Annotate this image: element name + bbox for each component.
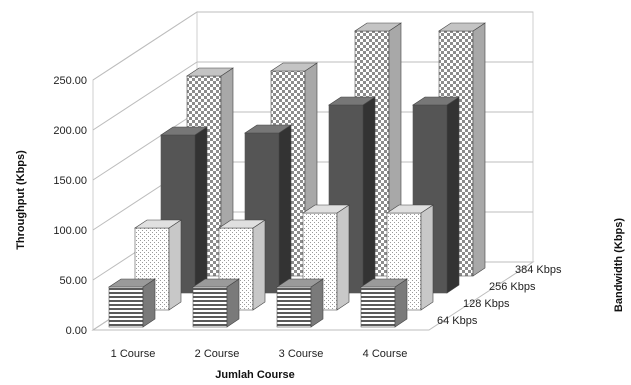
bar-side <box>394 278 408 328</box>
bar-top <box>354 22 402 32</box>
bar-top <box>270 62 318 72</box>
bar-64-kbps <box>108 278 156 328</box>
bar-64-kbps <box>360 278 408 328</box>
y-tick-label: 250.00 <box>53 75 87 87</box>
bar-front <box>108 286 144 328</box>
series-label: 256 Kbps <box>489 281 536 293</box>
gridline <box>92 61 533 131</box>
series-label: 384 Kbps <box>515 264 562 276</box>
y-tick-label: 150.00 <box>53 175 87 187</box>
bar-top <box>134 219 182 229</box>
bar-side <box>472 22 486 277</box>
bar-top <box>218 219 266 229</box>
x-tick-label: 1 Course <box>111 348 156 360</box>
bar-side <box>310 278 324 328</box>
bar-front <box>192 286 228 328</box>
bar-side <box>194 126 208 294</box>
bar-side <box>168 219 182 311</box>
x-tick-label: 4 Course <box>363 348 408 360</box>
z-axis-title: Bandwidth (Kbps) <box>613 218 625 312</box>
x-tick-label: 3 Course <box>279 348 324 360</box>
bar-side <box>362 96 376 294</box>
bar-front <box>276 286 312 328</box>
bar-side <box>142 278 156 328</box>
bar-top <box>276 278 324 288</box>
bar-side <box>446 96 460 294</box>
series-label: 128 Kbps <box>463 298 510 310</box>
bar-top <box>302 204 350 214</box>
x-tick-label: 2 Course <box>195 348 240 360</box>
series-label: 64 Kbps <box>437 315 478 327</box>
bar-top <box>328 96 376 106</box>
x-axis-title: Jumlah Course <box>215 369 294 381</box>
bar-side <box>336 204 350 311</box>
gridline <box>92 11 533 81</box>
bar-top <box>160 126 208 136</box>
bar-top <box>108 278 156 288</box>
y-tick-label: 50.00 <box>59 275 87 287</box>
bar-side <box>278 124 292 294</box>
bar-64-kbps <box>276 278 324 328</box>
bar-top <box>360 278 408 288</box>
chart-labels: 0.00 50.00 100.00 150.00 200.00 250.00 1 Cours… <box>15 75 625 381</box>
bar-top <box>244 124 292 134</box>
y-tick-label: 0.00 <box>66 325 87 337</box>
bar-top <box>438 22 486 32</box>
bar-top <box>192 278 240 288</box>
bar-64-kbps <box>192 278 240 328</box>
y-tick-label: 100.00 <box>53 225 87 237</box>
bar-top <box>186 67 234 77</box>
bar-side <box>420 204 434 311</box>
y-tick-label: 200.00 <box>53 125 87 137</box>
bar-256-kbps <box>412 96 460 294</box>
chart-bars <box>108 22 486 328</box>
bar-side <box>252 219 266 311</box>
bar-top <box>386 204 434 214</box>
bar-side <box>226 278 240 328</box>
y-axis-title: Throughput (Kbps) <box>15 150 27 250</box>
bar-top <box>412 96 460 106</box>
bar-front <box>360 286 396 328</box>
